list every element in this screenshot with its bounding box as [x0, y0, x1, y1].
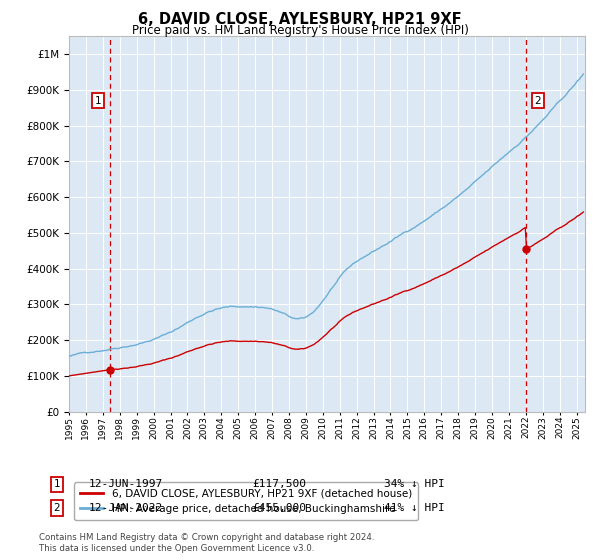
Text: 41% ↓ HPI: 41% ↓ HPI: [384, 503, 445, 513]
Text: 2: 2: [535, 96, 541, 106]
Text: Price paid vs. HM Land Registry's House Price Index (HPI): Price paid vs. HM Land Registry's House …: [131, 24, 469, 36]
Text: 1: 1: [53, 479, 61, 489]
Text: £117,500: £117,500: [252, 479, 306, 489]
Text: 12-JAN-2022: 12-JAN-2022: [89, 503, 163, 513]
Text: Contains HM Land Registry data © Crown copyright and database right 2024.
This d: Contains HM Land Registry data © Crown c…: [39, 533, 374, 553]
Text: 34% ↓ HPI: 34% ↓ HPI: [384, 479, 445, 489]
Text: 6, DAVID CLOSE, AYLESBURY, HP21 9XF: 6, DAVID CLOSE, AYLESBURY, HP21 9XF: [138, 12, 462, 27]
Text: 12-JUN-1997: 12-JUN-1997: [89, 479, 163, 489]
Text: £455,000: £455,000: [252, 503, 306, 513]
Text: 2: 2: [53, 503, 61, 513]
Text: 1: 1: [94, 96, 101, 106]
Legend: 6, DAVID CLOSE, AYLESBURY, HP21 9XF (detached house), HPI: Average price, detach: 6, DAVID CLOSE, AYLESBURY, HP21 9XF (det…: [74, 483, 418, 520]
